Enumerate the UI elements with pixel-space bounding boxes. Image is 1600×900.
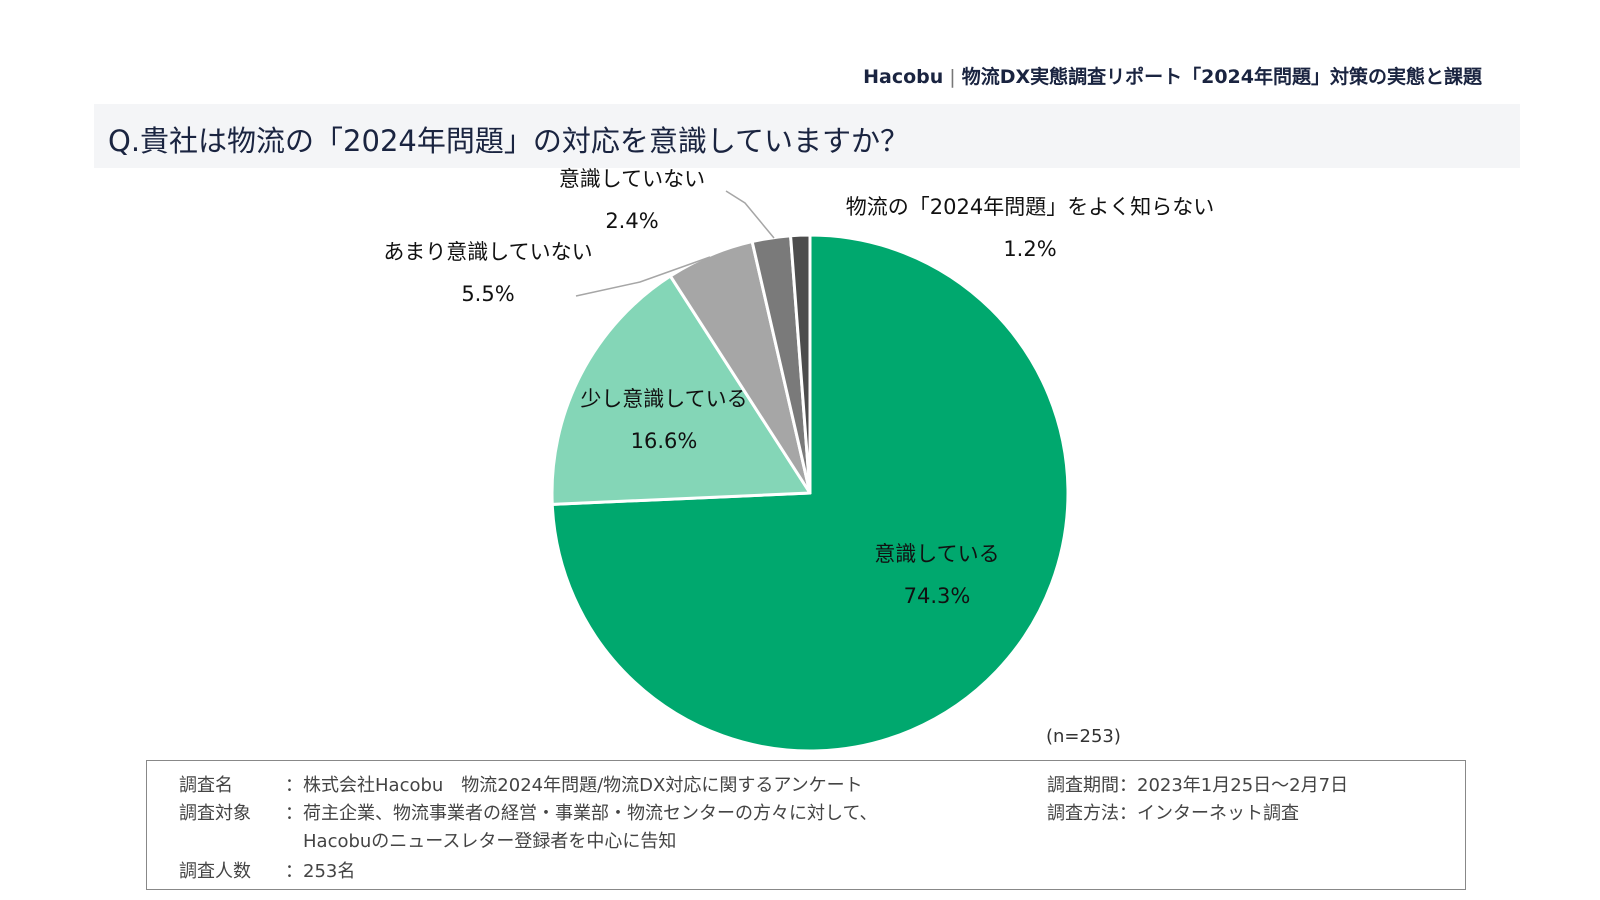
header-separator: | xyxy=(949,66,956,88)
footnote-survey-name: 調査名 ：株式会社Hacobu 物流2024年問題/物流DX対応に関するアンケート xyxy=(179,771,863,797)
survey-footnote: 調査名 ：株式会社Hacobu 物流2024年問題/物流DX対応に関するアンケート… xyxy=(146,760,1466,890)
sample-size: (n=253) xyxy=(1046,726,1121,747)
footnote-value: インターネット調査 xyxy=(1137,803,1299,824)
footnote-value: 253名 xyxy=(303,861,356,882)
footnote-survey-count: 調査人数 ：253名 xyxy=(179,857,355,883)
footnote-key: 調査名 xyxy=(179,775,233,796)
footnote-key: 調査方法 xyxy=(1047,803,1119,824)
leader-line-not-aware xyxy=(725,190,775,239)
footnote-sep: ： xyxy=(1119,775,1137,796)
leader-line-barely-aware xyxy=(575,256,711,297)
pie-slice-unfamiliar xyxy=(789,233,812,495)
slice-label-unfamiliar: 物流の「2024年問題」をよく知らない xyxy=(845,195,1215,219)
slice-label-not-aware: 意識していない xyxy=(558,167,706,191)
footnote-value: 株式会社Hacobu 物流2024年問題/物流DX対応に関するアンケート xyxy=(303,775,863,796)
footnote-key: 調査期間 xyxy=(1047,775,1119,796)
footnote-sep: ： xyxy=(285,803,303,824)
brand-name: Hacobu xyxy=(863,66,944,88)
slice-value-barely-aware: 5.5% xyxy=(461,282,515,306)
footnote-survey-period: 調査期間：2023年1月25日〜2月7日 xyxy=(1047,771,1348,797)
slice-value-not-aware: 2.4% xyxy=(605,209,659,233)
footnote-survey-target-cont: Hacobuのニュースレター登録者を中心に告知 xyxy=(303,827,676,853)
footnote-survey-method: 調査方法：インターネット調査 xyxy=(1047,799,1299,825)
report-header: Hacobu | 物流DX実態調査リポート「2024年問題」対策の実態と課題 xyxy=(863,62,1482,89)
footnote-value: 2023年1月25日〜2月7日 xyxy=(1137,775,1349,796)
slice-label-barely-aware: あまり意識していない xyxy=(383,240,593,264)
slice-value-aware: 74.3% xyxy=(903,584,971,608)
report-title: 物流DX実態調査リポート「2024年問題」対策の実態と課題 xyxy=(961,66,1482,88)
slice-label-somewhat-aware: 少し意識している xyxy=(580,387,748,411)
slice-value-unfamiliar: 1.2% xyxy=(1003,237,1057,261)
pie-slice-somewhat-aware xyxy=(550,274,812,506)
footnote-value: 荷主企業、物流事業者の経営・事業部・物流センターの方々に対して、 xyxy=(303,803,878,824)
footnote-sep: ： xyxy=(285,775,303,796)
footnote-survey-target: 調査対象 ：荷主企業、物流事業者の経営・事業部・物流センターの方々に対して、 xyxy=(179,799,878,825)
footnote-sep: ： xyxy=(1119,803,1137,824)
footnote-value: Hacobuのニュースレター登録者を中心に告知 xyxy=(303,831,677,852)
footnote-sep: ： xyxy=(285,861,303,882)
footnote-key: 調査対象 xyxy=(179,803,251,824)
footnote-key: 調査人数 xyxy=(179,861,251,882)
question-bar: Q.貴社は物流の「2024年問題」の対応を意識していますか？ xyxy=(94,104,1520,168)
slice-value-somewhat-aware: 16.6% xyxy=(630,429,698,453)
slice-label-aware: 意識している xyxy=(874,542,1000,566)
question-text: Q.貴社は物流の「2024年問題」の対応を意識していますか？ xyxy=(108,124,909,158)
